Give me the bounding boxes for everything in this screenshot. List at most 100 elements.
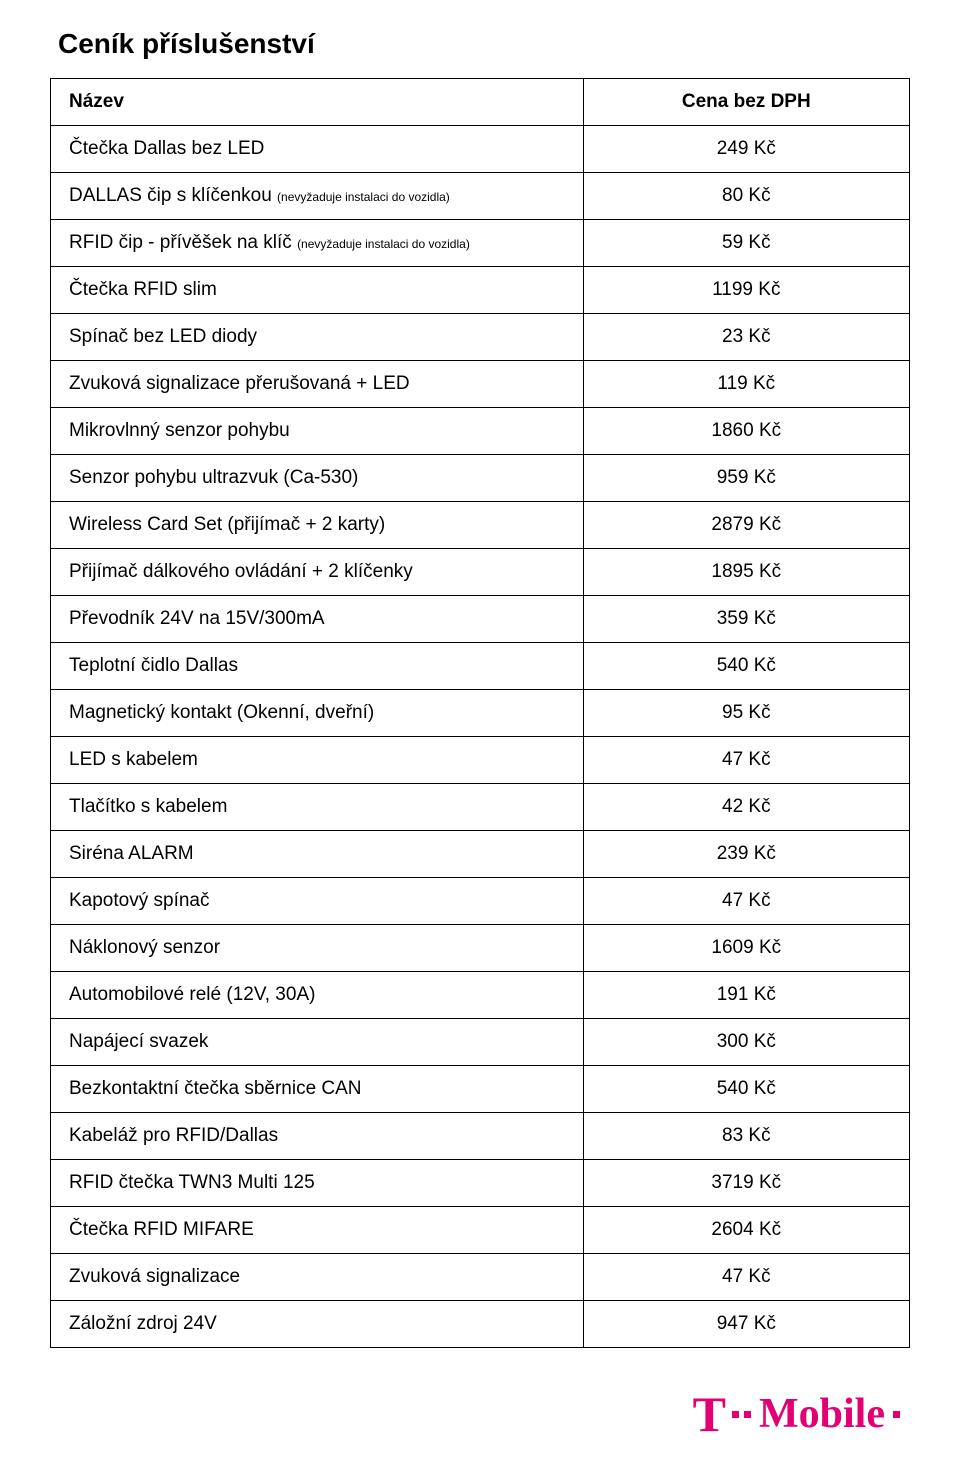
item-name: Čtečka Dallas bez LED	[69, 138, 264, 159]
cell-name: Bezkontaktní čtečka sběrnice CAN	[51, 1066, 584, 1113]
cell-name: LED s kabelem	[51, 737, 584, 784]
table-header-row: Název Cena bez DPH	[51, 79, 910, 126]
item-name: Přijímač dálkového ovládání + 2 klíčenky	[69, 561, 413, 582]
logo-dot-icon	[744, 1411, 751, 1418]
item-name: RFID čip - přívěšek na klíč	[69, 232, 297, 253]
table-row: Teplotní čidlo Dallas540 Kč	[51, 643, 910, 690]
cell-price: 239 Kč	[583, 831, 909, 878]
cell-price: 42 Kč	[583, 784, 909, 831]
item-name: Zvuková signalizace přerušovaná + LED	[69, 373, 410, 394]
logo-t-glyph: T	[693, 1389, 726, 1439]
table-row: RFID čtečka TWN3 Multi 1253719 Kč	[51, 1160, 910, 1207]
table-body: Čtečka Dallas bez LED249 KčDALLAS čip s …	[51, 126, 910, 1348]
item-name: Napájecí svazek	[69, 1031, 208, 1052]
cell-price: 59 Kč	[583, 220, 909, 267]
table-row: Náklonový senzor 1609 Kč	[51, 925, 910, 972]
cell-name: Tlačítko s kabelem	[51, 784, 584, 831]
item-name: Převodník 24V na 15V/300mA	[69, 608, 325, 629]
cell-name: Mikrovlnný senzor pohybu	[51, 408, 584, 455]
cell-name: RFID čip - přívěšek na klíč (nevyžaduje …	[51, 220, 584, 267]
table-row: Záložní zdroj 24V 947 Kč	[51, 1301, 910, 1348]
cell-price: 540 Kč	[583, 1066, 909, 1113]
item-name: Bezkontaktní čtečka sběrnice CAN	[69, 1078, 362, 1099]
cell-name: Přijímač dálkového ovládání + 2 klíčenky	[51, 549, 584, 596]
logo-dots-right	[893, 1411, 900, 1418]
cell-name: Náklonový senzor	[51, 925, 584, 972]
page-title: Ceník příslušenství	[58, 28, 910, 60]
cell-name: Siréna ALARM	[51, 831, 584, 878]
item-name: Kabeláž pro RFID/Dallas	[69, 1125, 278, 1146]
item-note: (nevyžaduje instalaci do vozidla)	[297, 237, 470, 251]
table-row: Přijímač dálkového ovládání + 2 klíčenky…	[51, 549, 910, 596]
cell-price: 1609 Kč	[583, 925, 909, 972]
item-name: LED s kabelem	[69, 749, 198, 770]
cell-price: 2879 Kč	[583, 502, 909, 549]
table-row: RFID čip - přívěšek na klíč (nevyžaduje …	[51, 220, 910, 267]
item-name: Automobilové relé (12V, 30A)	[69, 984, 315, 1005]
cell-name: Převodník 24V na 15V/300mA	[51, 596, 584, 643]
item-name: Zvuková signalizace	[69, 1266, 240, 1287]
table-row: Mikrovlnný senzor pohybu 1860 Kč	[51, 408, 910, 455]
table-row: Čtečka RFID MIFARE 2604 Kč	[51, 1207, 910, 1254]
cell-name: Kabeláž pro RFID/Dallas	[51, 1113, 584, 1160]
item-name: Senzor pohybu ultrazvuk (Ca-530)	[69, 467, 358, 488]
col-price: Cena bez DPH	[583, 79, 909, 126]
table-row: Čtečka Dallas bez LED249 Kč	[51, 126, 910, 173]
cell-price: 23 Kč	[583, 314, 909, 361]
item-note: (nevyžaduje instalaci do vozidla)	[277, 190, 450, 204]
price-table: Název Cena bez DPH Čtečka Dallas bez LED…	[50, 78, 910, 1348]
table-row: Kabeláž pro RFID/Dallas83 Kč	[51, 1113, 910, 1160]
table-row: Zvuková signalizace 47 Kč	[51, 1254, 910, 1301]
cell-price: 2604 Kč	[583, 1207, 909, 1254]
logo-dots-left	[732, 1411, 751, 1418]
cell-name: Teplotní čidlo Dallas	[51, 643, 584, 690]
table-row: Automobilové relé (12V, 30A)191 Kč	[51, 972, 910, 1019]
cell-name: Senzor pohybu ultrazvuk (Ca-530)	[51, 455, 584, 502]
cell-name: Wireless Card Set (přijímač + 2 karty)	[51, 502, 584, 549]
table-row: LED s kabelem 47 Kč	[51, 737, 910, 784]
cell-name: Záložní zdroj 24V	[51, 1301, 584, 1348]
cell-name: Zvuková signalizace přerušovaná + LED	[51, 361, 584, 408]
cell-price: 959 Kč	[583, 455, 909, 502]
cell-price: 1860 Kč	[583, 408, 909, 455]
brand-logo: T Mobile	[693, 1389, 900, 1439]
cell-price: 47 Kč	[583, 1254, 909, 1301]
cell-name: Čtečka RFID slim	[51, 267, 584, 314]
cell-name: Magnetický kontakt (Okenní, dveřní)	[51, 690, 584, 737]
table-row: Senzor pohybu ultrazvuk (Ca-530) 959 Kč	[51, 455, 910, 502]
item-name: Teplotní čidlo Dallas	[69, 655, 238, 676]
item-name: Siréna ALARM	[69, 843, 194, 864]
cell-price: 300 Kč	[583, 1019, 909, 1066]
cell-price: 947 Kč	[583, 1301, 909, 1348]
cell-name: Automobilové relé (12V, 30A)	[51, 972, 584, 1019]
cell-name: Čtečka Dallas bez LED	[51, 126, 584, 173]
cell-price: 47 Kč	[583, 737, 909, 784]
item-name: Čtečka RFID MIFARE	[69, 1219, 254, 1240]
item-name: Náklonový senzor	[69, 937, 220, 958]
table-row: Zvuková signalizace přerušovaná + LED119…	[51, 361, 910, 408]
col-name: Název	[51, 79, 584, 126]
table-row: Tlačítko s kabelem 42 Kč	[51, 784, 910, 831]
table-row: Spínač bez LED diody23 Kč	[51, 314, 910, 361]
cell-name: Spínač bez LED diody	[51, 314, 584, 361]
item-name: Čtečka RFID slim	[69, 279, 217, 300]
table-row: Siréna ALARM 239 Kč	[51, 831, 910, 878]
cell-price: 95 Kč	[583, 690, 909, 737]
cell-price: 1895 Kč	[583, 549, 909, 596]
item-name: Mikrovlnný senzor pohybu	[69, 420, 290, 441]
table-row: Magnetický kontakt (Okenní, dveřní)95 Kč	[51, 690, 910, 737]
cell-name: Zvuková signalizace	[51, 1254, 584, 1301]
table-row: Převodník 24V na 15V/300mA359 Kč	[51, 596, 910, 643]
cell-name: Čtečka RFID MIFARE	[51, 1207, 584, 1254]
cell-price: 1199 Kč	[583, 267, 909, 314]
item-name: Záložní zdroj 24V	[69, 1313, 217, 1334]
item-name: Tlačítko s kabelem	[69, 796, 227, 817]
table-row: Wireless Card Set (přijímač + 2 karty)28…	[51, 502, 910, 549]
logo-dot-icon	[893, 1411, 900, 1418]
logo-dot-icon	[732, 1411, 739, 1418]
cell-price: 47 Kč	[583, 878, 909, 925]
cell-price: 80 Kč	[583, 173, 909, 220]
item-name: Kapotový spínač	[69, 890, 209, 911]
table-row: Čtečka RFID slim 1199 Kč	[51, 267, 910, 314]
logo-word: Mobile	[759, 1393, 885, 1435]
